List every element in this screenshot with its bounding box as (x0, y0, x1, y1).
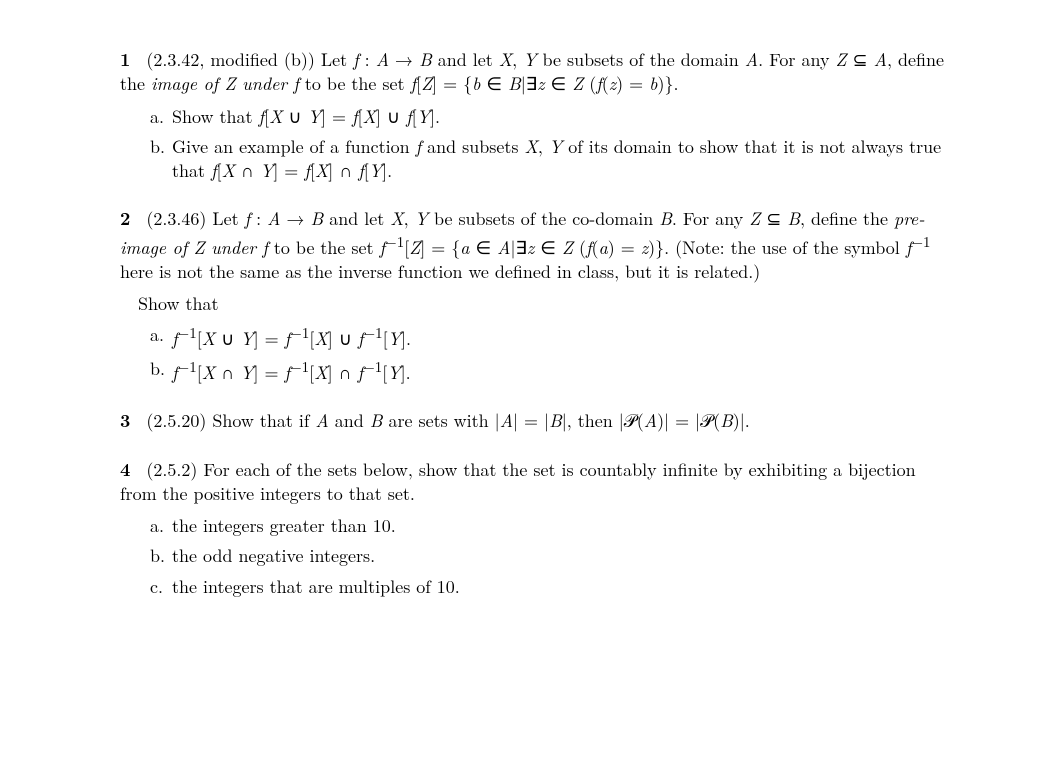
sub-text: Show that f[X ∪ Y] = f[X] ∪ f[Y]. (172, 105, 944, 129)
sub-label: a. (150, 323, 172, 347)
problem-1-sub-a: a. Show that f[X ∪ Y] = f[X] ∪ f[Y]. (150, 105, 944, 129)
sub-text: the integers that are multiples of 10. (172, 575, 944, 599)
problem-1-ref: (2.3.42, modified (b)) (146, 47, 315, 72)
problem-1: 1 (2.3.42, modified (b)) Let f : A → B a… (120, 48, 944, 183)
problem-4-ref: (2.5.2) (146, 457, 197, 482)
problem-2: 2 (2.3.46) Let f : A → B and let X, Y be… (120, 207, 944, 385)
problem-4-number: 4 (120, 457, 130, 482)
sub-text: the odd negative integers. (172, 544, 944, 568)
problem-4-subs: a. the integers greater than 10. b. the … (120, 514, 944, 599)
sub-label: b. (150, 357, 172, 381)
problem-4-sub-c: c. the integers that are multiples of 10… (150, 575, 944, 599)
problem-2-lead: Show that (138, 292, 944, 316)
problem-4-text: For each of the sets below, show that th… (120, 457, 916, 506)
sub-label: c. (150, 575, 172, 599)
problem-3-ref: (2.5.20) (146, 408, 206, 433)
problem-4-sub-b: b. the odd negative integers. (150, 544, 944, 568)
problem-4: 4 (2.5.2) For each of the sets below, sh… (120, 458, 944, 599)
sub-text: the integers greater than 10. (172, 514, 944, 538)
sub-label: a. (150, 105, 172, 129)
problem-3: 3 (2.5.20) Show that if A and B are sets… (120, 409, 944, 433)
problem-1-intro: 1 (2.3.42, modified (b)) Let f : A → B a… (120, 48, 944, 97)
problem-2-sub-a: a. f−1[X ∪ Y] = f−1[X] ∪ f−1[Y]. (150, 323, 944, 351)
problem-3-number: 3 (120, 408, 130, 433)
problem-2-subs: a. f−1[X ∪ Y] = f−1[X] ∪ f−1[Y]. b. f−1[… (120, 323, 944, 386)
problem-2-ref: (2.3.46) (146, 206, 206, 231)
problem-2-sub-b: b. f−1[X ∩ Y] = f−1[X] ∩ f−1[Y]. (150, 357, 944, 385)
sub-text: Give an example of a function f and subs… (172, 135, 944, 184)
sub-label: b. (150, 544, 172, 568)
sub-text: f−1[X ∪ Y] = f−1[X] ∪ f−1[Y]. (172, 323, 944, 351)
problem-4-intro: 4 (2.5.2) For each of the sets below, sh… (120, 458, 944, 507)
problem-2-text: Let f : A → B and let X, Y be subsets of… (120, 206, 931, 284)
problem-1-number: 1 (120, 47, 130, 72)
sub-text: f−1[X ∩ Y] = f−1[X] ∩ f−1[Y]. (172, 357, 944, 385)
problem-4-sub-a: a. the integers greater than 10. (150, 514, 944, 538)
problem-1-sub-b: b. Give an example of a function f and s… (150, 135, 944, 184)
problem-2-intro: 2 (2.3.46) Let f : A → B and let X, Y be… (120, 207, 944, 284)
problem-3-intro: 3 (2.5.20) Show that if A and B are sets… (120, 409, 944, 433)
problem-3-text: Show that if A and B are sets with |A| =… (212, 408, 749, 433)
sub-label: b. (150, 135, 172, 159)
sub-label: a. (150, 514, 172, 538)
problem-2-number: 2 (120, 206, 130, 231)
problem-1-subs: a. Show that f[X ∪ Y] = f[X] ∪ f[Y]. b. … (120, 105, 944, 184)
